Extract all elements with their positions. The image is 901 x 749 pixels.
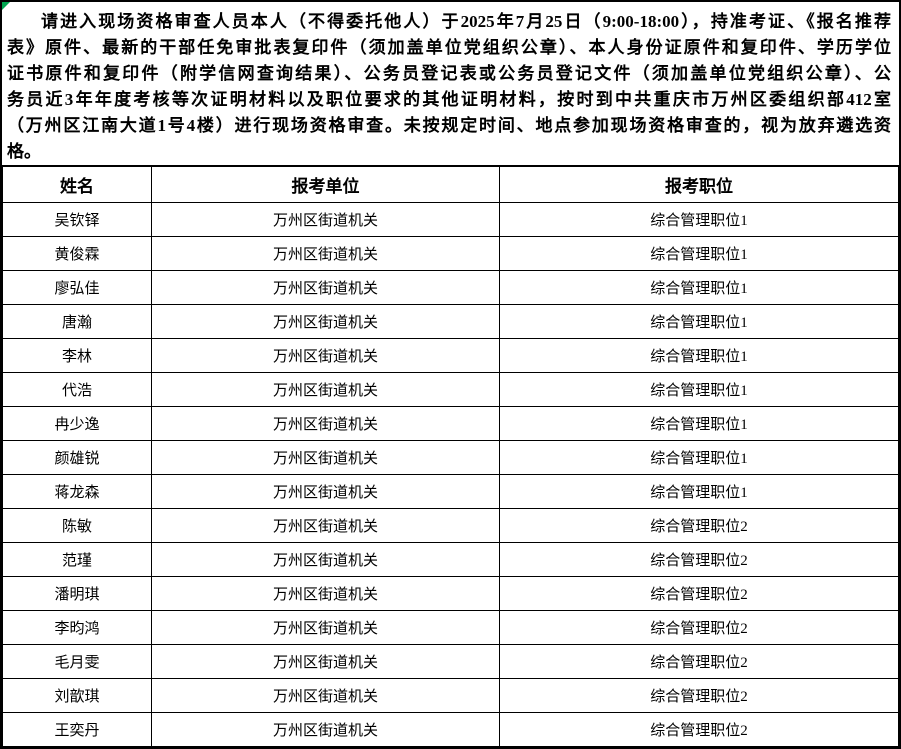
corner-marker-icon bbox=[2, 2, 10, 10]
cell-name: 代浩 bbox=[2, 372, 152, 407]
cell-name: 刘歆琪 bbox=[2, 678, 152, 713]
notice-line: （万州区江南大道1号4楼）进行现场资格审查。未按规定时间、地点参加现场资格审查的… bbox=[7, 116, 891, 135]
table-row: 廖弘佳 万州区街道机关 综合管理职位1 bbox=[2, 270, 899, 305]
cell-position: 综合管理职位1 bbox=[499, 440, 899, 475]
cell-name: 冉少逸 bbox=[2, 406, 152, 441]
table-row: 陈敏 万州区街道机关 综合管理职位2 bbox=[2, 508, 899, 543]
cell-unit: 万州区街道机关 bbox=[151, 440, 500, 475]
table-row: 范瑾 万州区街道机关 综合管理职位2 bbox=[2, 542, 899, 577]
table-row: 刘歆琪 万州区街道机关 综合管理职位2 bbox=[2, 678, 899, 713]
cell-position: 综合管理职位2 bbox=[499, 576, 899, 611]
table-row: 李昀鸿 万州区街道机关 综合管理职位2 bbox=[2, 610, 899, 645]
cell-name: 潘明琪 bbox=[2, 576, 152, 611]
cell-unit: 万州区街道机关 bbox=[151, 270, 500, 305]
applicants-table: 姓名 报考单位 报考职位 吴钦铎 万州区街道机关 综合管理职位1 黄俊霖 万州区街道机关 综合… bbox=[2, 165, 899, 747]
header-row: 姓名 报考单位 报考职位 bbox=[2, 165, 899, 203]
table-row: 潘明琪 万州区街道机关 综合管理职位2 bbox=[2, 576, 899, 611]
cell-position: 综合管理职位2 bbox=[499, 678, 899, 713]
notice-line: 请进入现场资格审查人员本人（不得委托他人）于2025年7月25日（9:00-18… bbox=[41, 12, 891, 31]
notice-line: 格。 bbox=[7, 142, 41, 161]
cell-position: 综合管理职位1 bbox=[499, 338, 899, 373]
cell-name: 毛月雯 bbox=[2, 644, 152, 679]
table-row: 吴钦铎 万州区街道机关 综合管理职位1 bbox=[2, 202, 899, 237]
table-body: 吴钦铎 万州区街道机关 综合管理职位1 黄俊霖 万州区街道机关 综合管理职位1 廖弘佳 万州区… bbox=[2, 202, 899, 747]
cell-unit: 万州区街道机关 bbox=[151, 576, 500, 611]
cell-unit: 万州区街道机关 bbox=[151, 508, 500, 543]
cell-unit: 万州区街道机关 bbox=[151, 712, 500, 747]
notice-line: 证书原件和复印件（附学信网查询结果）、公务员登记表或公务员登记文件（须加盖单位党… bbox=[7, 64, 891, 83]
cell-position: 综合管理职位1 bbox=[499, 236, 899, 271]
cell-unit: 万州区街道机关 bbox=[151, 610, 500, 645]
cell-position: 综合管理职位2 bbox=[499, 712, 899, 747]
cell-name: 黄俊霖 bbox=[2, 236, 152, 271]
cell-name: 廖弘佳 bbox=[2, 270, 152, 305]
table-row: 颜雄锐 万州区街道机关 综合管理职位1 bbox=[2, 440, 899, 475]
table-row: 唐瀚 万州区街道机关 综合管理职位1 bbox=[2, 304, 899, 339]
notice-line: 表》原件、最新的干部任免审批表复印件（须加盖单位党组织公章）、本人身份证原件和复… bbox=[7, 38, 891, 57]
table-row: 毛月雯 万州区街道机关 综合管理职位2 bbox=[2, 644, 899, 679]
table-row: 蒋龙森 万州区街道机关 综合管理职位1 bbox=[2, 474, 899, 509]
cell-unit: 万州区街道机关 bbox=[151, 202, 500, 237]
table-row: 王奕丹 万州区街道机关 综合管理职位2 bbox=[2, 712, 899, 747]
cell-name: 范瑾 bbox=[2, 542, 152, 577]
col-header-name: 姓名 bbox=[2, 165, 152, 203]
cell-unit: 万州区街道机关 bbox=[151, 236, 500, 271]
cell-position: 综合管理职位2 bbox=[499, 644, 899, 679]
cell-name: 李林 bbox=[2, 338, 152, 373]
col-header-position: 报考职位 bbox=[499, 165, 899, 203]
notice-paragraph: 请进入现场资格审查人员本人（不得委托他人）于2025年7月25日（9:00-18… bbox=[2, 2, 899, 165]
cell-name: 陈敏 bbox=[2, 508, 152, 543]
cell-name: 吴钦铎 bbox=[2, 202, 152, 237]
cell-unit: 万州区街道机关 bbox=[151, 542, 500, 577]
table-row: 冉少逸 万州区街道机关 综合管理职位1 bbox=[2, 406, 899, 441]
cell-name: 蒋龙森 bbox=[2, 474, 152, 509]
cell-position: 综合管理职位2 bbox=[499, 508, 899, 543]
cell-name: 王奕丹 bbox=[2, 712, 152, 747]
cell-unit: 万州区街道机关 bbox=[151, 474, 500, 509]
cell-unit: 万州区街道机关 bbox=[151, 406, 500, 441]
table-row: 李林 万州区街道机关 综合管理职位1 bbox=[2, 338, 899, 373]
table-row: 代浩 万州区街道机关 综合管理职位1 bbox=[2, 372, 899, 407]
cell-unit: 万州区街道机关 bbox=[151, 338, 500, 373]
cell-position: 综合管理职位1 bbox=[499, 202, 899, 237]
cell-name: 唐瀚 bbox=[2, 304, 152, 339]
cell-unit: 万州区街道机关 bbox=[151, 304, 500, 339]
cell-unit: 万州区街道机关 bbox=[151, 678, 500, 713]
cell-unit: 万州区街道机关 bbox=[151, 644, 500, 679]
cell-position: 综合管理职位1 bbox=[499, 372, 899, 407]
cell-position: 综合管理职位1 bbox=[499, 474, 899, 509]
cell-name: 颜雄锐 bbox=[2, 440, 152, 475]
cell-unit: 万州区街道机关 bbox=[151, 372, 500, 407]
cell-position: 综合管理职位1 bbox=[499, 406, 899, 441]
cell-position: 综合管理职位1 bbox=[499, 270, 899, 305]
col-header-unit: 报考单位 bbox=[151, 165, 500, 203]
notice-line: 务员近3年年度考核等次证明材料以及职位要求的其他证明材料，按时到中共重庆市万州区… bbox=[7, 90, 891, 109]
cell-name: 李昀鸿 bbox=[2, 610, 152, 645]
cell-position: 综合管理职位2 bbox=[499, 542, 899, 577]
cell-position: 综合管理职位2 bbox=[499, 610, 899, 645]
table-row: 黄俊霖 万州区街道机关 综合管理职位1 bbox=[2, 236, 899, 271]
cell-position: 综合管理职位1 bbox=[499, 304, 899, 339]
